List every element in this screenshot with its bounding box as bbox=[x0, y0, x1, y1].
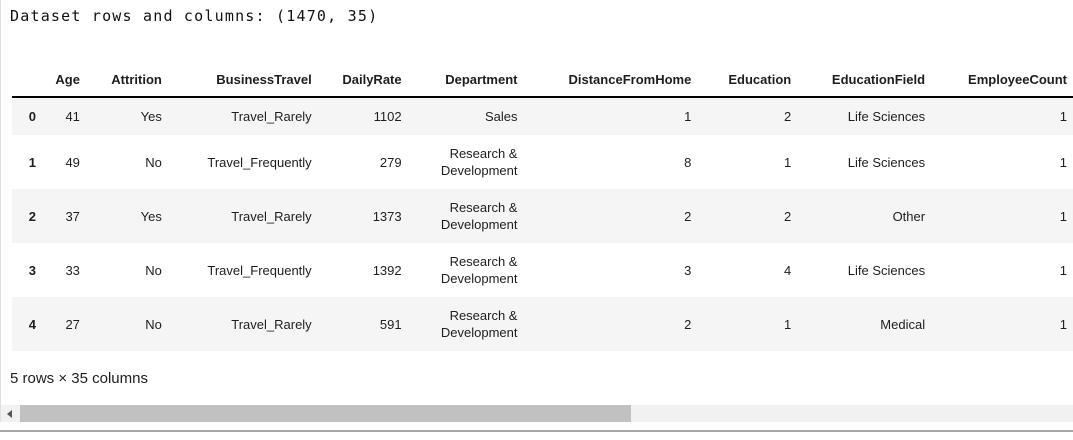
horizontal-scrollbar[interactable] bbox=[1, 405, 1073, 422]
data-cell: Research & Development bbox=[440, 200, 518, 232]
data-cell: Travel_Frequently bbox=[207, 154, 312, 170]
data-cell: Other bbox=[892, 208, 926, 224]
data-cell: 41 bbox=[65, 109, 80, 124]
table-row: 0 41 Yes Travel_Rarely 1102 Sales 1 2 Life Scien… bbox=[12, 97, 1073, 135]
shape-summary: 5 rows × 35 columns bbox=[10, 370, 148, 387]
scroll-left-button[interactable] bbox=[1, 405, 18, 422]
data-cell: 1102 bbox=[373, 109, 402, 124]
data-cell: 27 bbox=[65, 316, 80, 332]
row-index-cell: 0 bbox=[28, 109, 36, 124]
row-index-cell: 3 bbox=[28, 262, 36, 278]
row-index-cell: 4 bbox=[28, 316, 36, 332]
data-cell: Life Sciences bbox=[847, 109, 926, 124]
row-index-cell: 2 bbox=[28, 208, 36, 224]
data-cell: Sales bbox=[484, 109, 518, 124]
row-index-cell: 1 bbox=[28, 154, 36, 170]
table-row: 3 33 No Travel_Frequently 1392 Research & Dev… bbox=[12, 243, 1073, 297]
data-cell: 1 bbox=[783, 316, 792, 332]
dataframe-body: 0 41 Yes Travel_Rarely 1102 Sales 1 2 Life Scien… bbox=[12, 97, 1073, 351]
data-cell: Travel_Frequently bbox=[207, 262, 312, 278]
header-row: Age Attrition BusinessTravel DailyRate Depar… bbox=[12, 62, 1073, 98]
data-cell: 1373 bbox=[372, 208, 402, 224]
data-cell: 2 bbox=[684, 316, 692, 332]
data-cell: 2 bbox=[783, 208, 792, 224]
data-cell: 1 bbox=[1059, 262, 1067, 278]
column-header-cell: EmployeeCount bbox=[931, 62, 1073, 98]
column-header-cell: DistanceFromHome bbox=[523, 62, 698, 98]
data-cell: Research & Development bbox=[440, 308, 518, 340]
data-cell: Research & Development bbox=[440, 254, 518, 286]
data-cell: Yes bbox=[140, 208, 162, 224]
data-cell: 1 bbox=[1059, 154, 1067, 170]
data-cell: 49 bbox=[65, 154, 80, 170]
data-cell: 3 bbox=[684, 262, 692, 278]
data-cell: Life Sciences bbox=[847, 262, 926, 278]
data-cell: Travel_Rarely bbox=[231, 208, 312, 224]
data-cell: No bbox=[145, 262, 162, 278]
data-cell: 591 bbox=[379, 316, 402, 332]
table-row: 1 49 No Travel_Frequently 279 Research & Deve… bbox=[12, 135, 1073, 189]
cell-bottom-divider bbox=[0, 430, 1073, 432]
data-cell: Yes bbox=[140, 109, 162, 124]
data-cell: 33 bbox=[65, 262, 80, 278]
column-header-cell: DailyRate bbox=[317, 62, 408, 98]
data-cell: Life Sciences bbox=[847, 154, 926, 170]
data-cell: Research & Development bbox=[440, 146, 518, 178]
notebook-output-area: Dataset rows and columns: (1470, 35) Age… bbox=[0, 0, 1073, 422]
scrollbar-thumb[interactable] bbox=[20, 405, 631, 422]
data-cell: 37 bbox=[65, 208, 80, 224]
column-header-cell: Department bbox=[407, 62, 524, 98]
data-cell: 1 bbox=[1059, 316, 1067, 332]
data-cell: 1 bbox=[1059, 208, 1067, 224]
data-cell: No bbox=[145, 154, 162, 170]
scroll-left-arrow-icon bbox=[7, 409, 12, 418]
stdout-text: Dataset rows and columns: (1470, 35) bbox=[10, 7, 379, 25]
dataframe-table: Age Attrition BusinessTravel DailyRate Depar… bbox=[12, 62, 1073, 351]
data-cell: 1 bbox=[1059, 109, 1067, 124]
data-cell: 2 bbox=[684, 208, 692, 224]
data-cell: 279 bbox=[379, 154, 402, 170]
table-row: 4 27 No Travel_Rarely 591 Research & Developm… bbox=[12, 297, 1073, 351]
data-cell: Travel_Rarely bbox=[231, 316, 312, 332]
column-header-cell: EducationField bbox=[797, 62, 932, 98]
data-cell: 1 bbox=[783, 154, 792, 170]
column-header-cell: Education bbox=[697, 62, 798, 98]
data-cell: Medical bbox=[880, 316, 926, 332]
column-header-cell: Age bbox=[41, 62, 86, 98]
data-cell: 1392 bbox=[372, 262, 402, 278]
data-cell: 1 bbox=[684, 109, 692, 124]
column-header-cell: BusinessTravel bbox=[167, 62, 318, 98]
data-cell: 8 bbox=[684, 154, 692, 170]
data-cell: Travel_Rarely bbox=[231, 109, 312, 124]
column-header-cell: Attrition bbox=[85, 62, 168, 98]
data-cell: No bbox=[145, 316, 162, 332]
data-cell: 2 bbox=[783, 109, 792, 124]
index-header-cell bbox=[12, 62, 42, 98]
table-row: 2 37 Yes Travel_Rarely 1373 Research & Develo… bbox=[12, 189, 1073, 243]
data-cell: 4 bbox=[783, 262, 792, 278]
